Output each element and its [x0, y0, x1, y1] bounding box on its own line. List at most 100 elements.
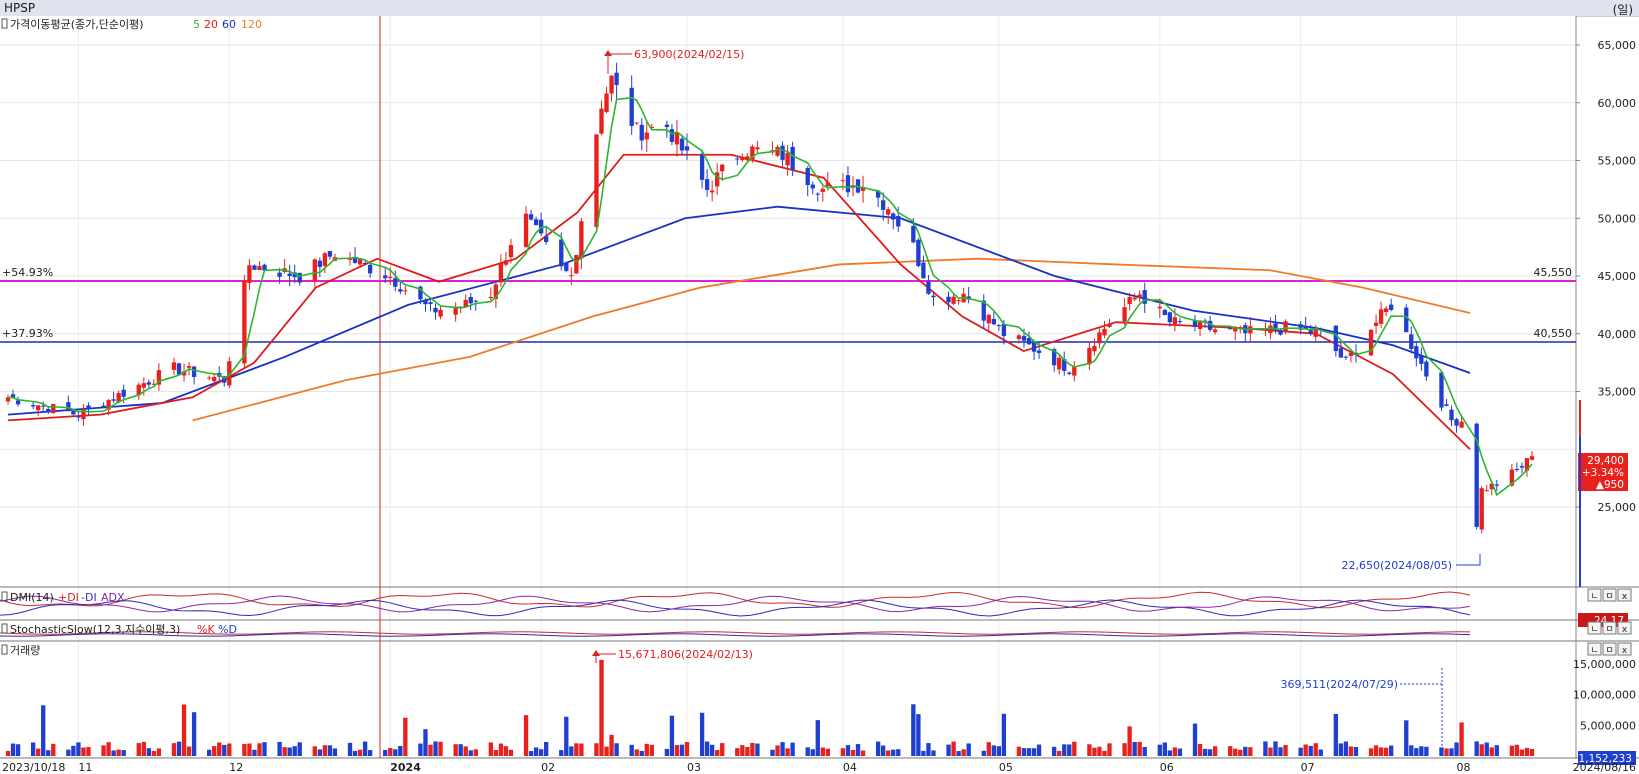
volume-bar	[538, 749, 544, 756]
volume-bar	[1484, 742, 1489, 756]
volume-bar	[740, 745, 745, 756]
panel-button-label: ㅁ	[1605, 592, 1613, 602]
candle-body	[1409, 334, 1414, 349]
volume-bar	[383, 749, 388, 756]
volume-axis: 15,000,000 10,000,000 5,000,000	[1573, 658, 1636, 732]
price-indicator-label: 가격이동평균(종가,단순이평)	[10, 18, 144, 31]
panel-button-2[interactable]	[1617, 588, 1632, 602]
volume-bar	[1177, 748, 1183, 756]
candle-body	[1514, 468, 1520, 470]
dmi-toggle-icon[interactable]	[1, 591, 8, 602]
volume-bar	[257, 743, 262, 756]
ma120-polyline	[192, 257, 1471, 422]
candle-body	[609, 75, 614, 94]
last-change: ▲950	[1596, 479, 1624, 491]
candle-body	[121, 389, 126, 397]
volume-bar	[569, 746, 574, 756]
volume-bar	[926, 743, 931, 756]
volume-bar	[352, 750, 358, 756]
volume-bar	[1052, 746, 1057, 756]
volume-bar	[453, 744, 458, 756]
candle-body	[146, 382, 151, 385]
volume-bar	[1524, 747, 1530, 756]
volume-bar	[991, 745, 996, 756]
panel-button-1[interactable]	[1602, 588, 1617, 602]
volume-bar	[956, 751, 961, 756]
candle-body	[674, 132, 680, 145]
candle-body	[1529, 456, 1535, 460]
panel-button-2[interactable]	[1617, 621, 1632, 635]
panel-button-1[interactable]	[1602, 642, 1617, 656]
candle-body	[1167, 312, 1173, 323]
candle-body	[911, 225, 916, 243]
stoch-toggle-icon[interactable]	[1, 623, 8, 634]
candle-body	[1057, 357, 1062, 370]
volume-bar	[911, 704, 916, 756]
high-label: 63,900(2024/02/15)	[634, 48, 744, 61]
volume-bar	[981, 750, 986, 756]
candle-body	[86, 405, 91, 408]
panel-button-1[interactable]	[1602, 621, 1617, 635]
candle-body	[76, 416, 81, 418]
volume-bar	[1062, 744, 1067, 756]
candle-body	[946, 296, 951, 303]
candle-body	[176, 363, 182, 375]
volume-bar	[1298, 747, 1303, 756]
candle-body	[438, 309, 443, 317]
volume-bar	[523, 715, 529, 756]
volume-marker-label: 369,511(2024/07/29)	[1281, 678, 1398, 691]
volume-value: 1,152,233	[1579, 753, 1632, 765]
stoch-d-label: %D	[218, 623, 237, 636]
candle-body	[1157, 306, 1162, 309]
candle-body	[257, 266, 262, 270]
volume-bar	[1127, 726, 1132, 756]
dmi-polyline	[0, 591, 1471, 609]
volume-bar	[699, 712, 705, 756]
volume-bar	[533, 747, 539, 756]
candle-body	[574, 254, 579, 274]
price-tick-label: 35,000	[1598, 386, 1637, 399]
volume-bar	[790, 742, 795, 756]
volume-bar	[1248, 747, 1253, 756]
panel-button-0[interactable]	[1587, 621, 1602, 635]
price-tick-label: 40,000	[1598, 328, 1637, 341]
panel-button-label: ㅁ	[1605, 625, 1613, 635]
candle-body	[1172, 317, 1178, 325]
chart-canvas[interactable]: +54.93% +37.93% 45,550 40,550 가격이동평균(종가,…	[0, 16, 1639, 774]
legend-toggle-icon[interactable]	[1, 18, 8, 29]
volume-bar	[1494, 745, 1499, 756]
candle-body	[559, 239, 564, 267]
panel-button-0[interactable]	[1587, 588, 1602, 602]
volume-bar	[1308, 745, 1313, 756]
candle-body	[825, 182, 831, 187]
volume-bar	[1489, 747, 1494, 756]
panel-button-2[interactable]	[1617, 642, 1632, 656]
candle-body	[886, 209, 891, 215]
volume-bar	[951, 741, 956, 756]
volume-value-tag: 1,152,233	[1578, 751, 1636, 765]
candle-body	[820, 188, 825, 192]
volume-bar	[15, 744, 21, 756]
volume-bar	[745, 746, 750, 756]
volume-bar	[1067, 744, 1072, 756]
candle-body	[181, 371, 187, 376]
panel-button-0[interactable]	[1587, 642, 1602, 656]
candle-body	[1389, 304, 1394, 310]
candle-body	[453, 306, 458, 315]
candle-body	[860, 187, 866, 191]
candle-body	[463, 299, 468, 308]
candle-body	[1207, 320, 1213, 330]
candle-body	[1378, 309, 1384, 324]
volume-bar	[176, 741, 182, 756]
candle-body	[488, 296, 494, 299]
volume-bar	[770, 749, 775, 756]
volume-bar	[292, 746, 297, 756]
volume-bar	[332, 748, 338, 756]
candle-body	[352, 257, 358, 263]
candle-body	[247, 265, 252, 284]
plot-background	[0, 16, 1576, 758]
volume-bar	[891, 749, 896, 756]
volume-bar	[1459, 722, 1464, 756]
volume-toggle-icon[interactable]	[1, 644, 8, 655]
candle-body	[1404, 307, 1409, 333]
